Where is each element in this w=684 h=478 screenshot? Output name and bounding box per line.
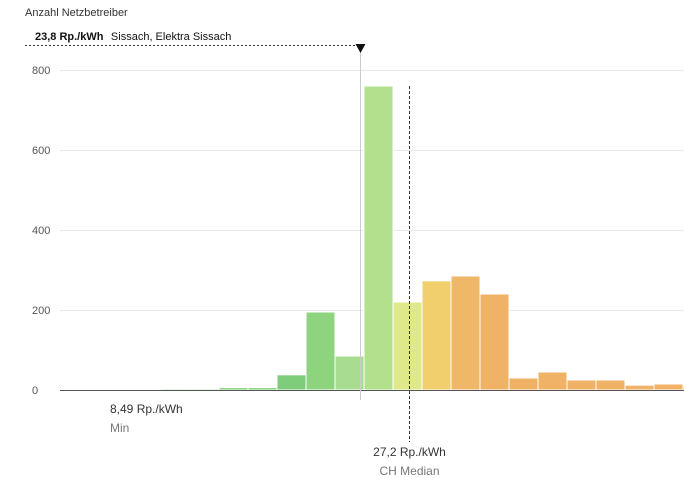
y-tick-label: 600: [32, 145, 50, 157]
histogram-bar: [305, 311, 336, 391]
median-value: 27,2 Rp./kWh: [373, 445, 446, 459]
histogram-bar: [653, 383, 684, 391]
histogram-bar: [218, 387, 249, 391]
median-label: CH Median: [379, 464, 439, 478]
min-value: 8,49 Rp./kWh: [110, 402, 183, 416]
y-tick-label: 200: [32, 305, 50, 317]
y-tick-label: 800: [32, 65, 50, 77]
histogram-bar: [421, 280, 452, 391]
histogram-bar: [247, 387, 278, 391]
histogram-bar: [450, 275, 481, 391]
selected-operator: Sissach, Elektra Sissach: [111, 31, 231, 43]
selected-marker-label: 23,8 Rp./kWh Sissach, Elektra Sissach: [35, 27, 231, 44]
histogram-bar: [189, 388, 220, 391]
histogram-bar: [131, 388, 162, 391]
histogram-bar: [392, 301, 423, 391]
selected-marker-triangle: [355, 44, 366, 53]
histogram-bar: [624, 384, 655, 391]
histogram-bar: [537, 371, 568, 391]
y-tick-labels: 0 200 400 600 800: [32, 65, 50, 397]
histogram-bar: [595, 379, 626, 391]
histogram-bar: [508, 377, 539, 391]
bars: [102, 85, 684, 391]
histogram-bar: [566, 379, 597, 391]
histogram-bar: [479, 293, 510, 391]
histogram-bar: [363, 85, 394, 391]
y-axis-title: Anzahl Netzbetreiber: [25, 7, 128, 19]
histogram-bar: [160, 388, 191, 391]
histogram-bar: [334, 355, 365, 391]
selected-value: 23,8 Rp./kWh: [35, 31, 104, 43]
histogram-bar: [276, 374, 307, 391]
min-label: Min: [110, 421, 129, 435]
y-tick-label: 400: [32, 225, 50, 237]
y-tick-label: 0: [32, 385, 38, 397]
